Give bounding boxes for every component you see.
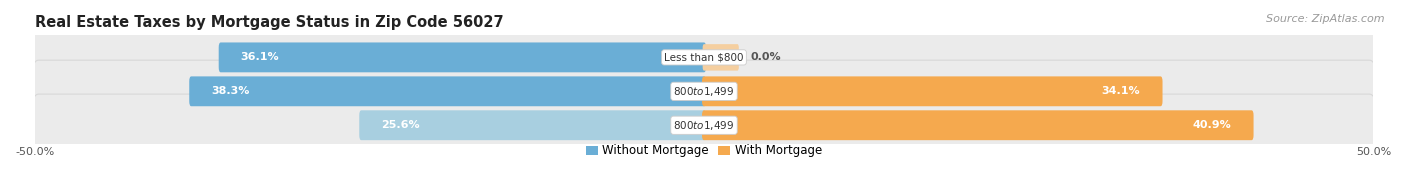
FancyBboxPatch shape [32,26,1376,89]
Text: Real Estate Taxes by Mortgage Status in Zip Code 56027: Real Estate Taxes by Mortgage Status in … [35,15,503,30]
Text: 38.3%: 38.3% [211,86,250,96]
Text: Less than $800: Less than $800 [664,52,744,62]
Text: $800 to $1,499: $800 to $1,499 [673,85,734,98]
Legend: Without Mortgage, With Mortgage: Without Mortgage, With Mortgage [581,139,827,162]
Text: 36.1%: 36.1% [240,52,280,62]
Text: Source: ZipAtlas.com: Source: ZipAtlas.com [1267,14,1385,24]
Text: 0.0%: 0.0% [751,52,782,62]
Text: 34.1%: 34.1% [1102,86,1140,96]
Text: $800 to $1,499: $800 to $1,499 [673,119,734,132]
FancyBboxPatch shape [32,60,1376,122]
FancyBboxPatch shape [703,44,738,71]
FancyBboxPatch shape [702,76,1163,106]
FancyBboxPatch shape [219,43,706,72]
FancyBboxPatch shape [190,76,706,106]
Text: 25.6%: 25.6% [381,120,420,130]
FancyBboxPatch shape [32,94,1376,156]
FancyBboxPatch shape [360,110,706,140]
FancyBboxPatch shape [702,110,1254,140]
Text: 40.9%: 40.9% [1192,120,1232,130]
